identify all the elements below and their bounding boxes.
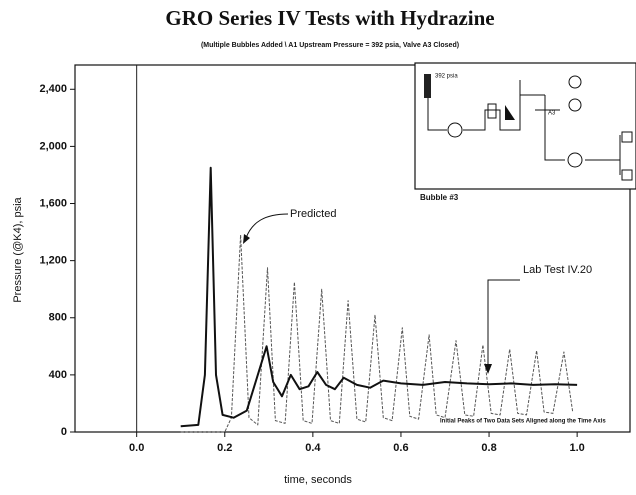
plot-frame xyxy=(74,64,631,433)
arrow xyxy=(487,279,520,366)
x-tick-label: 0.8 xyxy=(481,442,496,454)
x-tick-label: 1.0 xyxy=(569,442,584,454)
y-tick-label: 0 xyxy=(61,426,67,438)
chart-subtitle: (Multiple Bubbles Added \ A1 Upstream Pr… xyxy=(201,42,459,49)
x-tick-label: 0.6 xyxy=(393,442,408,454)
x-tick-label: 0.2 xyxy=(217,442,232,454)
inset-label: 392 psia xyxy=(435,74,458,80)
x-axis-label: time, seconds xyxy=(284,474,352,486)
arrow-head xyxy=(484,364,492,374)
x-tick-label: 0.4 xyxy=(305,442,321,454)
arrow xyxy=(245,213,289,239)
y-axis-label: Pressure (@K4), psia xyxy=(12,196,24,302)
y-tick-label: 2,000 xyxy=(39,140,67,152)
y-tick-label: 400 xyxy=(49,369,67,381)
series-line xyxy=(180,166,578,428)
x-tick-label: 0.0 xyxy=(129,442,144,454)
y-tick-label: 1,200 xyxy=(39,255,67,267)
inset-label: A3 xyxy=(548,111,556,117)
y-tick-label: 1,600 xyxy=(39,197,67,209)
inset-schematic: 392 psia A3 xyxy=(414,62,636,190)
y-tick-label: 800 xyxy=(49,312,67,324)
series-label: Predicted xyxy=(290,208,336,220)
arrow-head xyxy=(243,234,250,244)
annotation: Initial Peaks of Two Data Sets Aligned a… xyxy=(440,419,606,425)
series-label: Lab Test IV.20 xyxy=(523,264,592,276)
chart-title: GRO Series IV Tests with Hydrazine xyxy=(165,6,494,30)
inset-caption: Bubble #3 xyxy=(420,193,459,202)
series-line xyxy=(180,234,574,433)
y-tick-label: 2,400 xyxy=(39,83,67,95)
